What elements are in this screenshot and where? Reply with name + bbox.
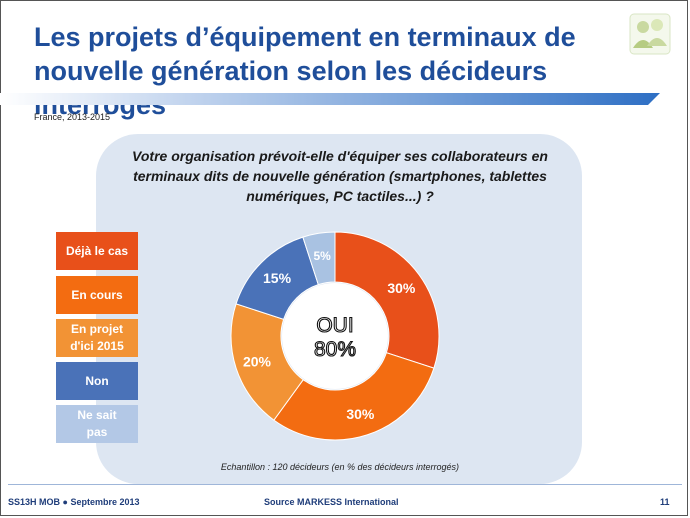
center-label-total: 80%: [314, 338, 356, 361]
scope-subtitle: France, 2013-2015: [34, 112, 111, 122]
legend-label: En projet d'ici 2015: [70, 322, 124, 353]
footer-reference: SS13H MOB ● Septembre 2013: [8, 497, 140, 507]
people-logo-icon: [629, 13, 671, 55]
slice-value-label: 15%: [263, 270, 292, 286]
chart-question: Votre organisation prévoit-elle d'équipe…: [132, 148, 548, 204]
slice-value-label: 30%: [346, 406, 375, 422]
donut-slice-5: [302, 231, 336, 286]
donut-slice-2: [273, 352, 435, 441]
page-number: 11: [660, 497, 670, 507]
legend-label: Non: [85, 373, 109, 388]
legend-item-en-projet: En projet d'ici 2015: [56, 319, 138, 357]
page-title: Les projets d’équipement en terminaux de…: [34, 22, 576, 120]
donut-slice-1: [334, 231, 440, 369]
legend-label: Déjà le cas: [65, 243, 129, 258]
legend-item-ne-sait-pas: Ne sait pas: [56, 405, 138, 443]
legend-item-deja-le-cas: Déjà le cas: [56, 232, 138, 270]
footer-divider: [8, 484, 682, 485]
slice-value-label: 30%: [387, 280, 416, 296]
donut-center: [282, 283, 388, 389]
legend-item-en-cours: En cours: [56, 276, 138, 314]
sample-note: Echantillon : 120 décideurs (en % des dé…: [220, 462, 460, 472]
legend-label: Ne sait pas: [77, 408, 117, 439]
legend-item-non: Non: [56, 362, 138, 400]
title-banner-stripe: [0, 93, 660, 105]
footer-source: Source MARKESS International: [264, 497, 399, 507]
center-label-oui: OUI: [316, 314, 353, 337]
legend-label: En cours: [71, 287, 123, 302]
slice-value-label: 20%: [243, 353, 272, 369]
slice-value-label: 5%: [314, 249, 332, 263]
